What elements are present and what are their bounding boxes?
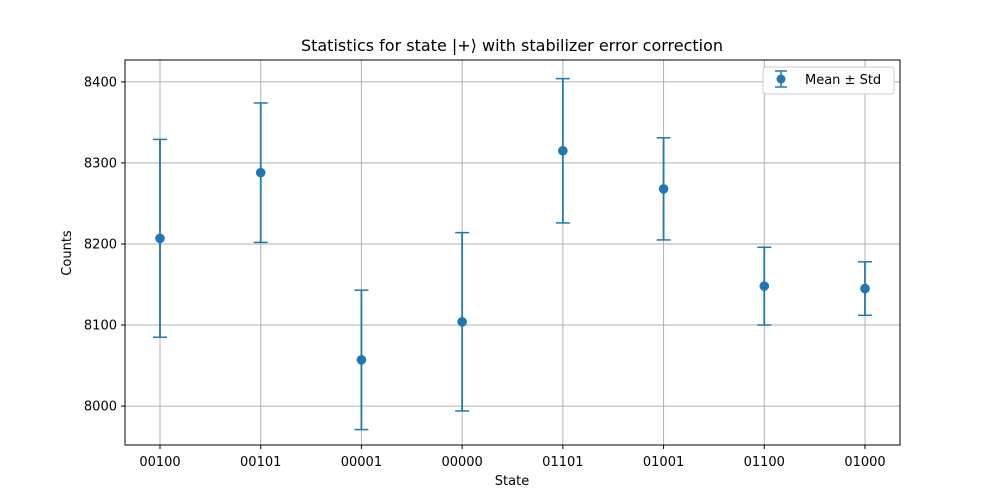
x-tick-label: 00101 [240,455,281,470]
x-tick-label: 00000 [441,455,482,470]
x-axis-label: State [495,474,529,489]
mean-point [255,167,266,178]
y-tick-label: 8200 [84,237,117,252]
mean-point [860,283,870,294]
legend-marker [776,74,786,84]
mean-point [155,233,165,244]
data-points [155,145,870,365]
x-tick-label: 00001 [341,455,382,470]
mean-point [759,281,770,291]
x-tick-label: 01101 [542,455,583,470]
x-axis-ticks: 00100 00101 00001 00000 01101 01001 01100 01000 [139,445,886,470]
legend: Mean ± Std [762,66,895,95]
legend-box [762,66,895,95]
chart-title: Statistics for state |+⟩ with stabilizer… [301,36,723,55]
y-tick-label: 8100 [84,319,117,334]
plot-frame [124,59,901,446]
x-tick-label: 01100 [744,455,785,470]
x-tick-label: 00100 [139,455,180,470]
x-tick-label: 01001 [643,455,684,470]
y-tick-label: 8300 [84,156,117,171]
plot-background [125,60,900,445]
x-tick-label: 01000 [844,455,885,470]
mean-point [558,145,568,156]
mean-point [356,355,367,365]
legend-label: Mean ± Std [805,73,881,88]
y-tick-label: 8400 [84,75,117,90]
mean-point [457,317,467,327]
y-axis-ticks: 8000 8100 8200 8300 8400 [84,75,125,415]
mean-point [658,184,669,194]
y-tick-label: 8000 [84,400,117,415]
y-axis-label: Counts [60,230,75,276]
